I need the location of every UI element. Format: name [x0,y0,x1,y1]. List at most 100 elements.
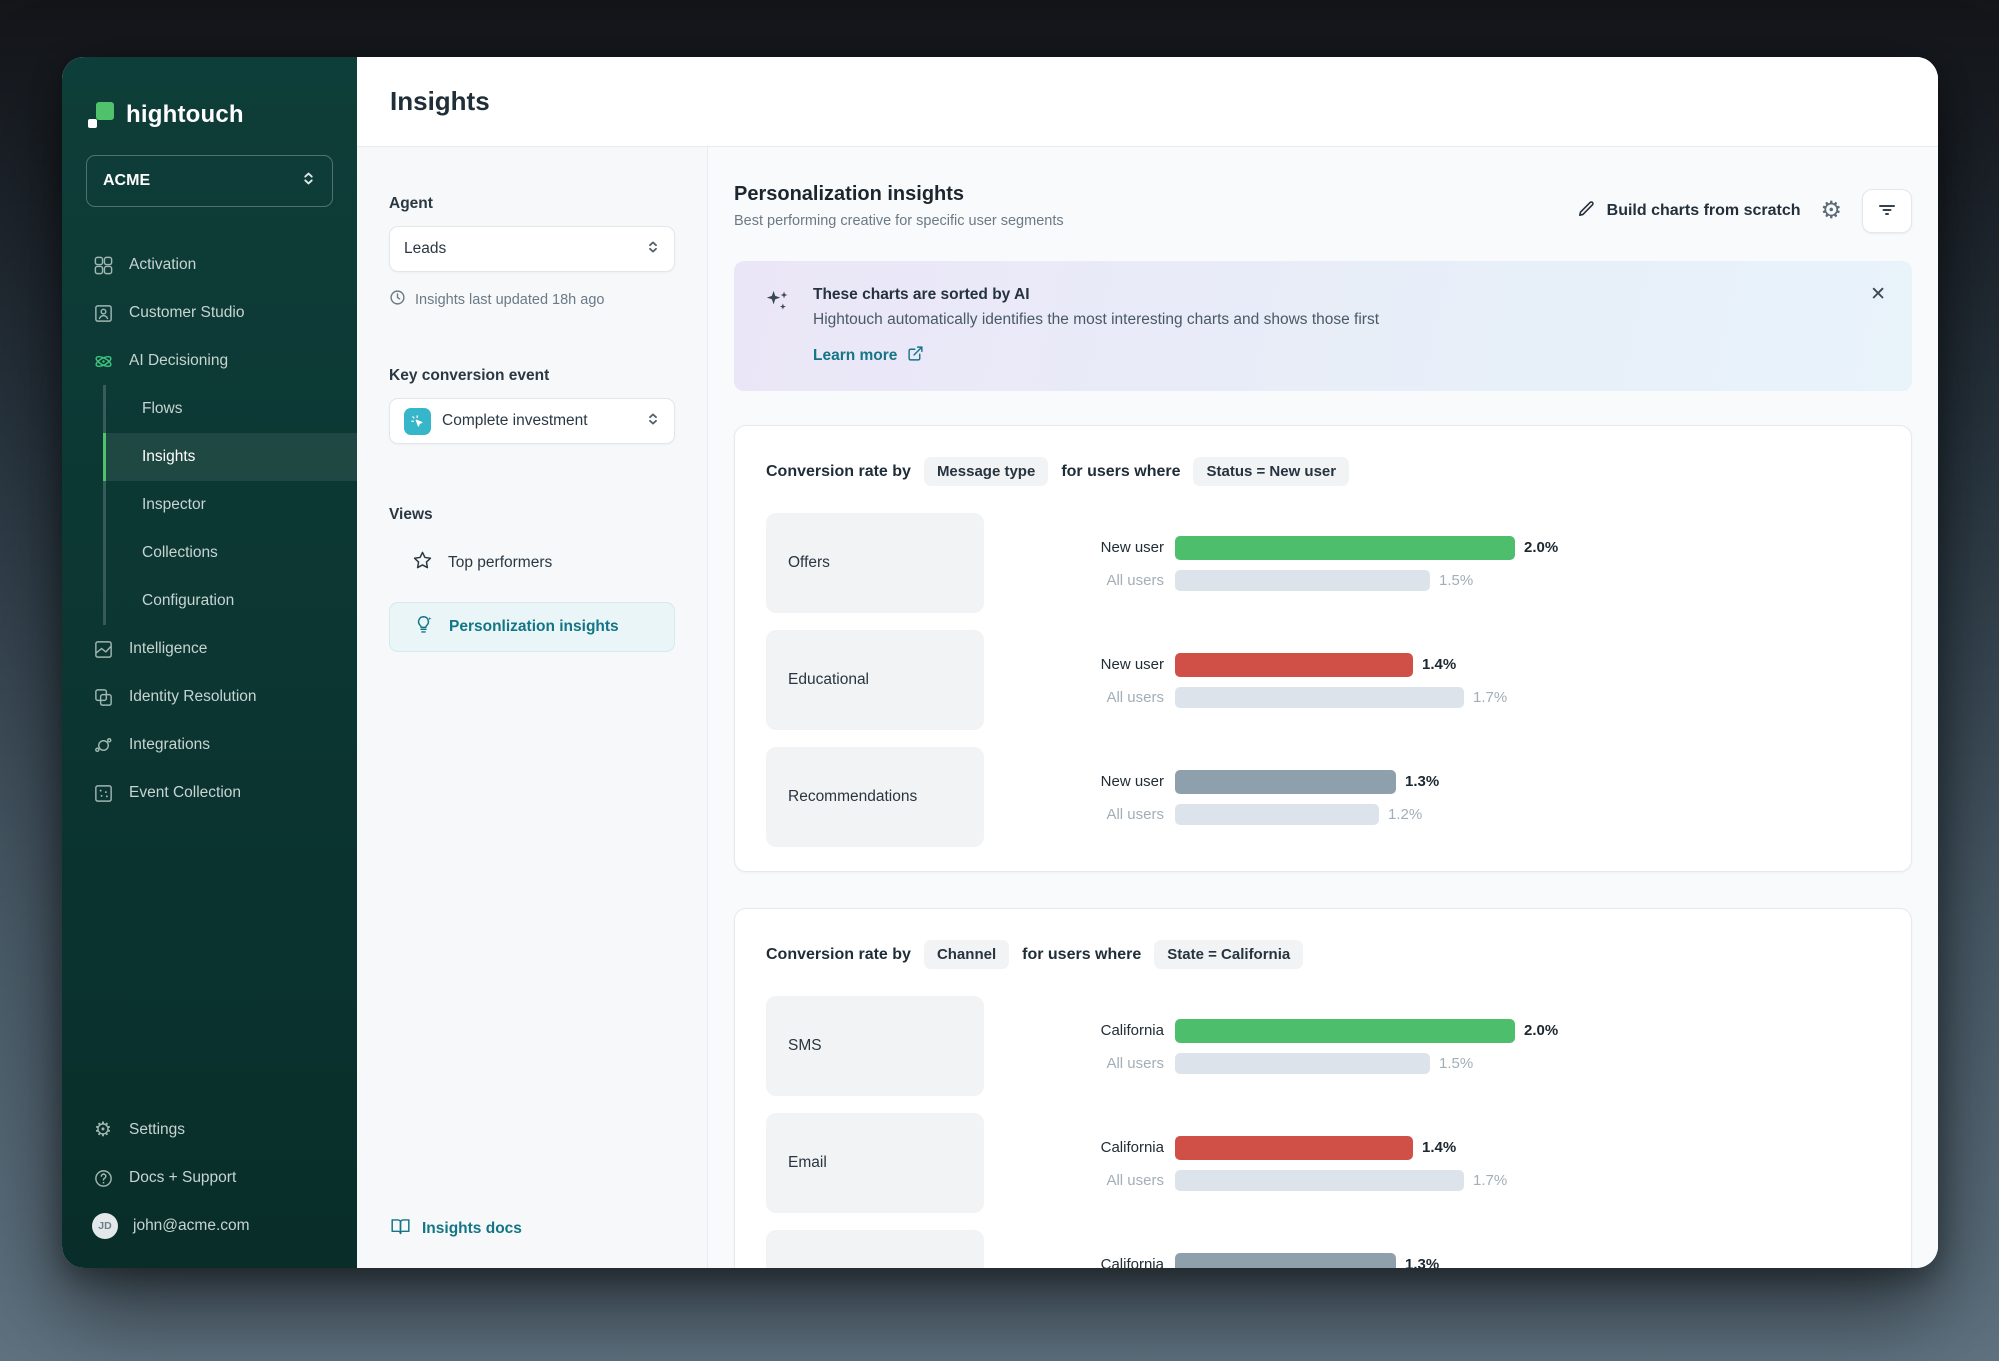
agent-value: Leads [404,240,447,257]
primary-bar [1175,652,1413,677]
insights-docs-link[interactable]: Insights docs [390,1216,522,1242]
workspace-name: ACME [103,172,151,189]
series-label: New user [1100,539,1164,556]
sidebar-item-label: Identity Resolution [129,688,257,705]
segment-chip[interactable]: Status = New user [1193,457,1350,486]
segment-chip[interactable]: State = California [1154,940,1304,969]
view-personalization-insights[interactable]: Personlization insights [389,602,675,652]
secondary-bar [1175,803,1379,825]
view-top-performers[interactable]: Top performers [389,538,675,588]
category-label: Push [766,1230,984,1268]
pencil-icon [1577,199,1596,223]
workspace-selector[interactable]: ACME [86,155,333,207]
conversion-event-select[interactable]: Complete investment [389,398,675,444]
page-title: Insights [390,86,490,116]
sidebar-item-customer-studio[interactable]: Customer Studio [62,289,357,337]
sidebar-item-label: Activation [129,256,197,273]
person-frame-icon [92,302,114,324]
close-icon[interactable]: ✕ [1870,284,1886,305]
series-label: California [1100,1139,1164,1156]
dots-square-icon [92,782,114,804]
chevron-updown-icon [646,240,660,259]
chart-row: Offers New user 2.0% All users 1.5% [766,513,1880,613]
sidebar-item-label: Docs + Support [129,1169,237,1186]
sidebar-nav: Activation Customer Studio AI Decisionin… [62,241,357,817]
last-updated-text: Insights last updated 18h ago [415,291,605,308]
series-label: All users [1106,688,1164,706]
agent-select[interactable]: Leads [389,226,675,272]
conversion-event-value: Complete investment [442,412,588,429]
settings-gear-button[interactable]: ⚙ [1820,199,1842,223]
sparkles-icon [764,288,791,367]
category-label: SMS [766,996,984,1096]
view-label: Personlization insights [449,618,619,635]
bar-value: 1.3% [1405,1256,1440,1268]
learn-more-link[interactable]: Learn more [813,345,924,367]
primary-bar [1175,535,1515,560]
sidebar-item-label: AI Decisioning [129,352,229,369]
dimension-chip[interactable]: Message type [923,457,1049,486]
section-title: Personalization insights [734,183,965,205]
sidebar-item-collections[interactable]: Collections [103,529,357,577]
sidebar-item-inspector[interactable]: Inspector [103,481,357,529]
primary-bar [1175,1135,1413,1160]
brand-name: hightouch [126,101,244,128]
bar-value: 1.4% [1422,1139,1457,1156]
banner-body: Hightouch automatically identifies the m… [813,311,1380,328]
hightouch-logo-icon [88,102,114,128]
sidebar: hightouch ACME Activation Customer Studi… [62,57,357,1268]
lightbulb-icon [413,614,434,640]
filter-button[interactable] [1862,189,1912,233]
sidebar-item-integrations[interactable]: Integrations [62,721,357,769]
sidebar-item-intelligence[interactable]: Intelligence [62,625,357,673]
primary-bar [1175,1252,1396,1268]
main-content: Personalization insights Best performing… [708,147,1938,1268]
sidebar-item-flows[interactable]: Flows [103,385,357,433]
chevron-updown-icon [301,171,316,191]
section-subtitle: Best performing creative for specific us… [734,213,1064,229]
series-label: New user [1100,773,1164,790]
views-label: Views [389,506,433,523]
star-icon [412,550,433,576]
secondary-bar [1175,1052,1430,1074]
series-label: California [1100,1022,1164,1039]
sidebar-item-ai-decisioning[interactable]: AI Decisioning [62,337,357,385]
sidebar-item-activation[interactable]: Activation [62,241,357,289]
sidebar-item-label: Customer Studio [129,304,245,321]
gear-icon: ⚙ [1820,197,1842,224]
dimension-chip[interactable]: Channel [923,940,1010,969]
category-label: Email [766,1113,984,1213]
orbit-icon [92,734,114,756]
sidebar-footer: ⚙ Settings Docs + Support JD john@acme.c… [62,1106,357,1268]
sidebar-item-insights[interactable]: Insights [103,433,357,481]
user-account-row[interactable]: JD john@acme.com [62,1202,357,1250]
filter-icon [1877,200,1897,223]
atom-icon [92,350,114,372]
bar-value: 1.7% [1473,688,1508,706]
bar-value: 2.0% [1524,539,1559,556]
help-icon [92,1167,114,1189]
sidebar-item-identity-resolution[interactable]: Identity Resolution [62,673,357,721]
clock-icon [389,289,406,310]
series-label: California [1100,1256,1164,1268]
sidebar-item-configuration[interactable]: Configuration [103,577,357,625]
sidebar-item-label: Event Collection [129,784,242,801]
last-updated-row: Insights last updated 18h ago [389,289,675,310]
series-label: All users [1106,805,1164,823]
chart-row: Push California 1.3% All users 1.2% [766,1230,1880,1268]
avatar: JD [92,1213,118,1239]
banner-title: These charts are sorted by AI [813,286,1030,303]
sidebar-item-settings[interactable]: ⚙ Settings [62,1106,357,1154]
ai-decisioning-subnav: Flows Insights Inspector Collections Con… [103,385,357,625]
sidebar-item-docs-support[interactable]: Docs + Support [62,1154,357,1202]
chart-row: Recommendations New user 1.3% All users … [766,747,1880,847]
chart-row: Email California 1.4% All users 1.7% [766,1113,1880,1213]
chart-square-icon [92,638,114,660]
conversion-event-label: Key conversion event [389,367,550,384]
filter-panel: Agent Leads Insights last updated 18h ag… [357,147,708,1268]
build-charts-button[interactable]: Build charts from scratch [1577,199,1800,223]
sidebar-item-event-collection[interactable]: Event Collection [62,769,357,817]
bar-value: 1.2% [1388,805,1423,823]
top-header: Insights [357,57,1938,147]
grid-icon [92,254,114,276]
